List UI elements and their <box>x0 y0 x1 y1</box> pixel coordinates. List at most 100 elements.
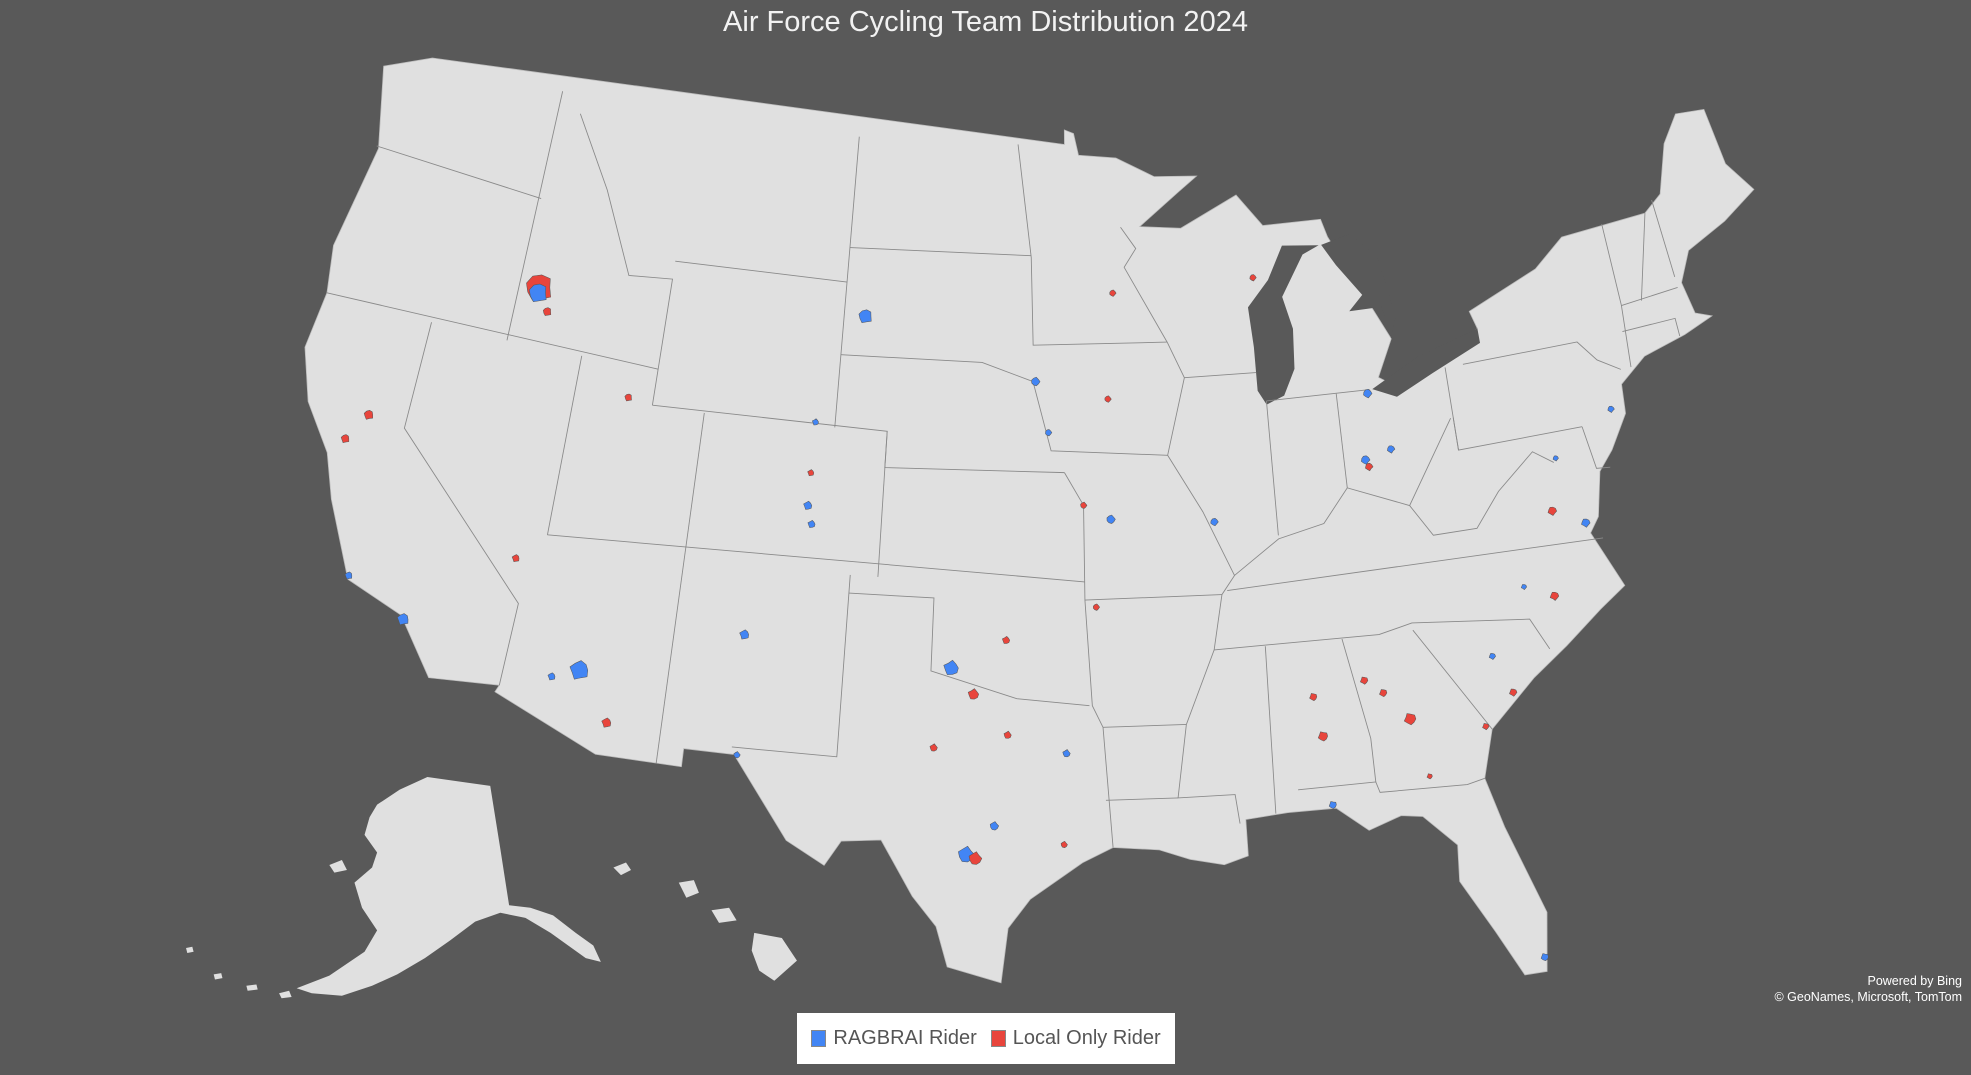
ragbrai-rider-marker[interactable] <box>1607 405 1615 413</box>
ragbrai-rider-marker[interactable] <box>1210 517 1219 527</box>
legend-item-ragbrai[interactable]: RAGBRAI Rider <box>811 1027 977 1050</box>
ragbrai-rider-marker[interactable] <box>1361 455 1371 465</box>
alaska-inset <box>186 777 601 999</box>
lake-huron <box>1321 234 1396 339</box>
state-border-line <box>1622 317 1681 337</box>
ragbrai-rider-marker[interactable] <box>1031 376 1041 387</box>
state-borders <box>326 91 1681 848</box>
local-rider-marker[interactable] <box>968 851 983 865</box>
ragbrai-rider-marker[interactable] <box>569 660 589 680</box>
ragbrai-rider-marker[interactable] <box>1062 749 1071 758</box>
state-border-line <box>1032 381 1168 456</box>
ragbrai-rider-marker[interactable] <box>1581 518 1591 528</box>
ragbrai-rider-marker[interactable] <box>807 519 816 528</box>
alaska-land <box>296 777 601 996</box>
state-border-line <box>848 592 1090 707</box>
legend-item-local[interactable]: Local Only Rider <box>990 1027 1161 1050</box>
powered-by-bing: Powered by Bing <box>1867 974 1962 988</box>
local-rider-marker[interactable] <box>1509 688 1518 697</box>
ragbrai-rider-marker[interactable] <box>1387 445 1396 454</box>
state-border-line <box>877 431 888 577</box>
local-rider-marker[interactable] <box>929 743 938 752</box>
local-rider-marker[interactable] <box>1317 731 1328 742</box>
alaska-island <box>279 990 292 999</box>
state-border-line <box>579 113 674 406</box>
local-rider-marker[interactable] <box>1365 462 1374 472</box>
ragbrai-rider-marker[interactable] <box>344 571 353 580</box>
state-border-line <box>506 91 564 341</box>
alaska-island <box>213 973 223 980</box>
state-border-line <box>1166 341 1241 824</box>
hawaii-island <box>613 862 632 876</box>
ragbrai-rider-marker[interactable] <box>397 613 409 626</box>
state-border-line <box>834 136 860 428</box>
state-border-line <box>1640 213 1646 301</box>
state-border-line <box>1120 226 1168 343</box>
state-border-line <box>403 322 519 686</box>
local-rider-marker[interactable] <box>1360 676 1369 685</box>
local-rider-marker[interactable] <box>807 469 815 477</box>
local-rider-marker[interactable] <box>1482 723 1490 731</box>
local-rider-marker[interactable] <box>1002 635 1011 644</box>
local-rider-marker[interactable] <box>1080 501 1088 509</box>
lake-michigan <box>1247 245 1319 405</box>
state-border-line <box>1084 594 1222 601</box>
ragbrai-rider-marker[interactable] <box>733 751 741 759</box>
ragbrai-rider-marker[interactable] <box>739 629 749 640</box>
state-border-line <box>1621 287 1678 306</box>
state-border-line <box>1234 417 1451 576</box>
ragbrai-rider-marker[interactable] <box>803 500 813 510</box>
local-rider-marker[interactable] <box>363 409 373 420</box>
local-rider-marker[interactable] <box>543 307 552 316</box>
local-rider-marker[interactable] <box>1249 274 1257 282</box>
local-rider-marker[interactable] <box>511 554 520 563</box>
ragbrai-rider-marker[interactable] <box>1540 953 1549 961</box>
state-border-line <box>1266 400 1279 536</box>
local-rider-marker[interactable] <box>624 393 632 402</box>
legend-label: Local Only Rider <box>1012 1027 1161 1049</box>
state-border-line <box>1264 646 1277 814</box>
local-rider-marker[interactable] <box>1104 395 1112 403</box>
state-border-line <box>1412 629 1493 730</box>
state-border-line <box>1462 341 1621 370</box>
ragbrai-rider-marker[interactable] <box>1328 801 1337 809</box>
state-border-line <box>840 354 1034 383</box>
state-border-line <box>1581 426 1611 469</box>
local-rider-marker[interactable] <box>1379 689 1388 697</box>
local-rider-marker[interactable] <box>1403 713 1417 726</box>
local-rider-marker[interactable] <box>1547 506 1557 516</box>
local-rider-marker[interactable] <box>1003 730 1012 739</box>
state-border-line <box>1298 777 1485 793</box>
map-title: Air Force Cycling Team Distribution 2024 <box>723 6 1248 38</box>
local-rider-marker[interactable] <box>1426 773 1433 780</box>
local-rider-marker[interactable] <box>601 717 612 728</box>
ragbrai-rider-marker[interactable] <box>989 821 1000 831</box>
ragbrai-rider-marker[interactable] <box>1106 514 1116 524</box>
state-border-line <box>546 355 583 535</box>
ragbrai-rider-marker[interactable] <box>943 659 959 675</box>
legend-label: RAGBRAI Rider <box>833 1027 977 1049</box>
local-rider-marker[interactable] <box>1549 591 1560 601</box>
state-border-line <box>1341 638 1377 782</box>
ragbrai-rider-marker[interactable] <box>1520 584 1527 591</box>
local-rider-marker[interactable] <box>1060 840 1068 848</box>
local-rider-marker[interactable] <box>967 688 979 700</box>
state-border-line <box>326 292 659 370</box>
local-rider-marker[interactable] <box>1093 603 1100 611</box>
alaska-island <box>329 860 347 873</box>
local-rider-marker[interactable] <box>1309 693 1318 701</box>
ragbrai-rider-marker[interactable] <box>1488 653 1496 660</box>
ragbrai-rider-marker[interactable] <box>811 418 819 426</box>
ragbrai-rider-marker[interactable] <box>1552 455 1559 462</box>
ragbrai-rider-marker[interactable] <box>1363 388 1373 399</box>
ragbrai-rider-marker[interactable] <box>529 283 547 303</box>
ragbrai-rider-marker[interactable] <box>1045 429 1053 437</box>
state-border-line <box>1335 393 1348 488</box>
hawaii-island <box>678 880 699 898</box>
map-attribution: Powered by Bing © GeoNames, Microsoft, T… <box>1775 973 1963 1005</box>
local-rider-marker[interactable] <box>340 434 350 443</box>
local-rider-marker[interactable] <box>1109 289 1117 297</box>
ragbrai-rider-marker[interactable] <box>858 309 872 324</box>
ragbrai-rider-marker[interactable] <box>547 672 556 681</box>
